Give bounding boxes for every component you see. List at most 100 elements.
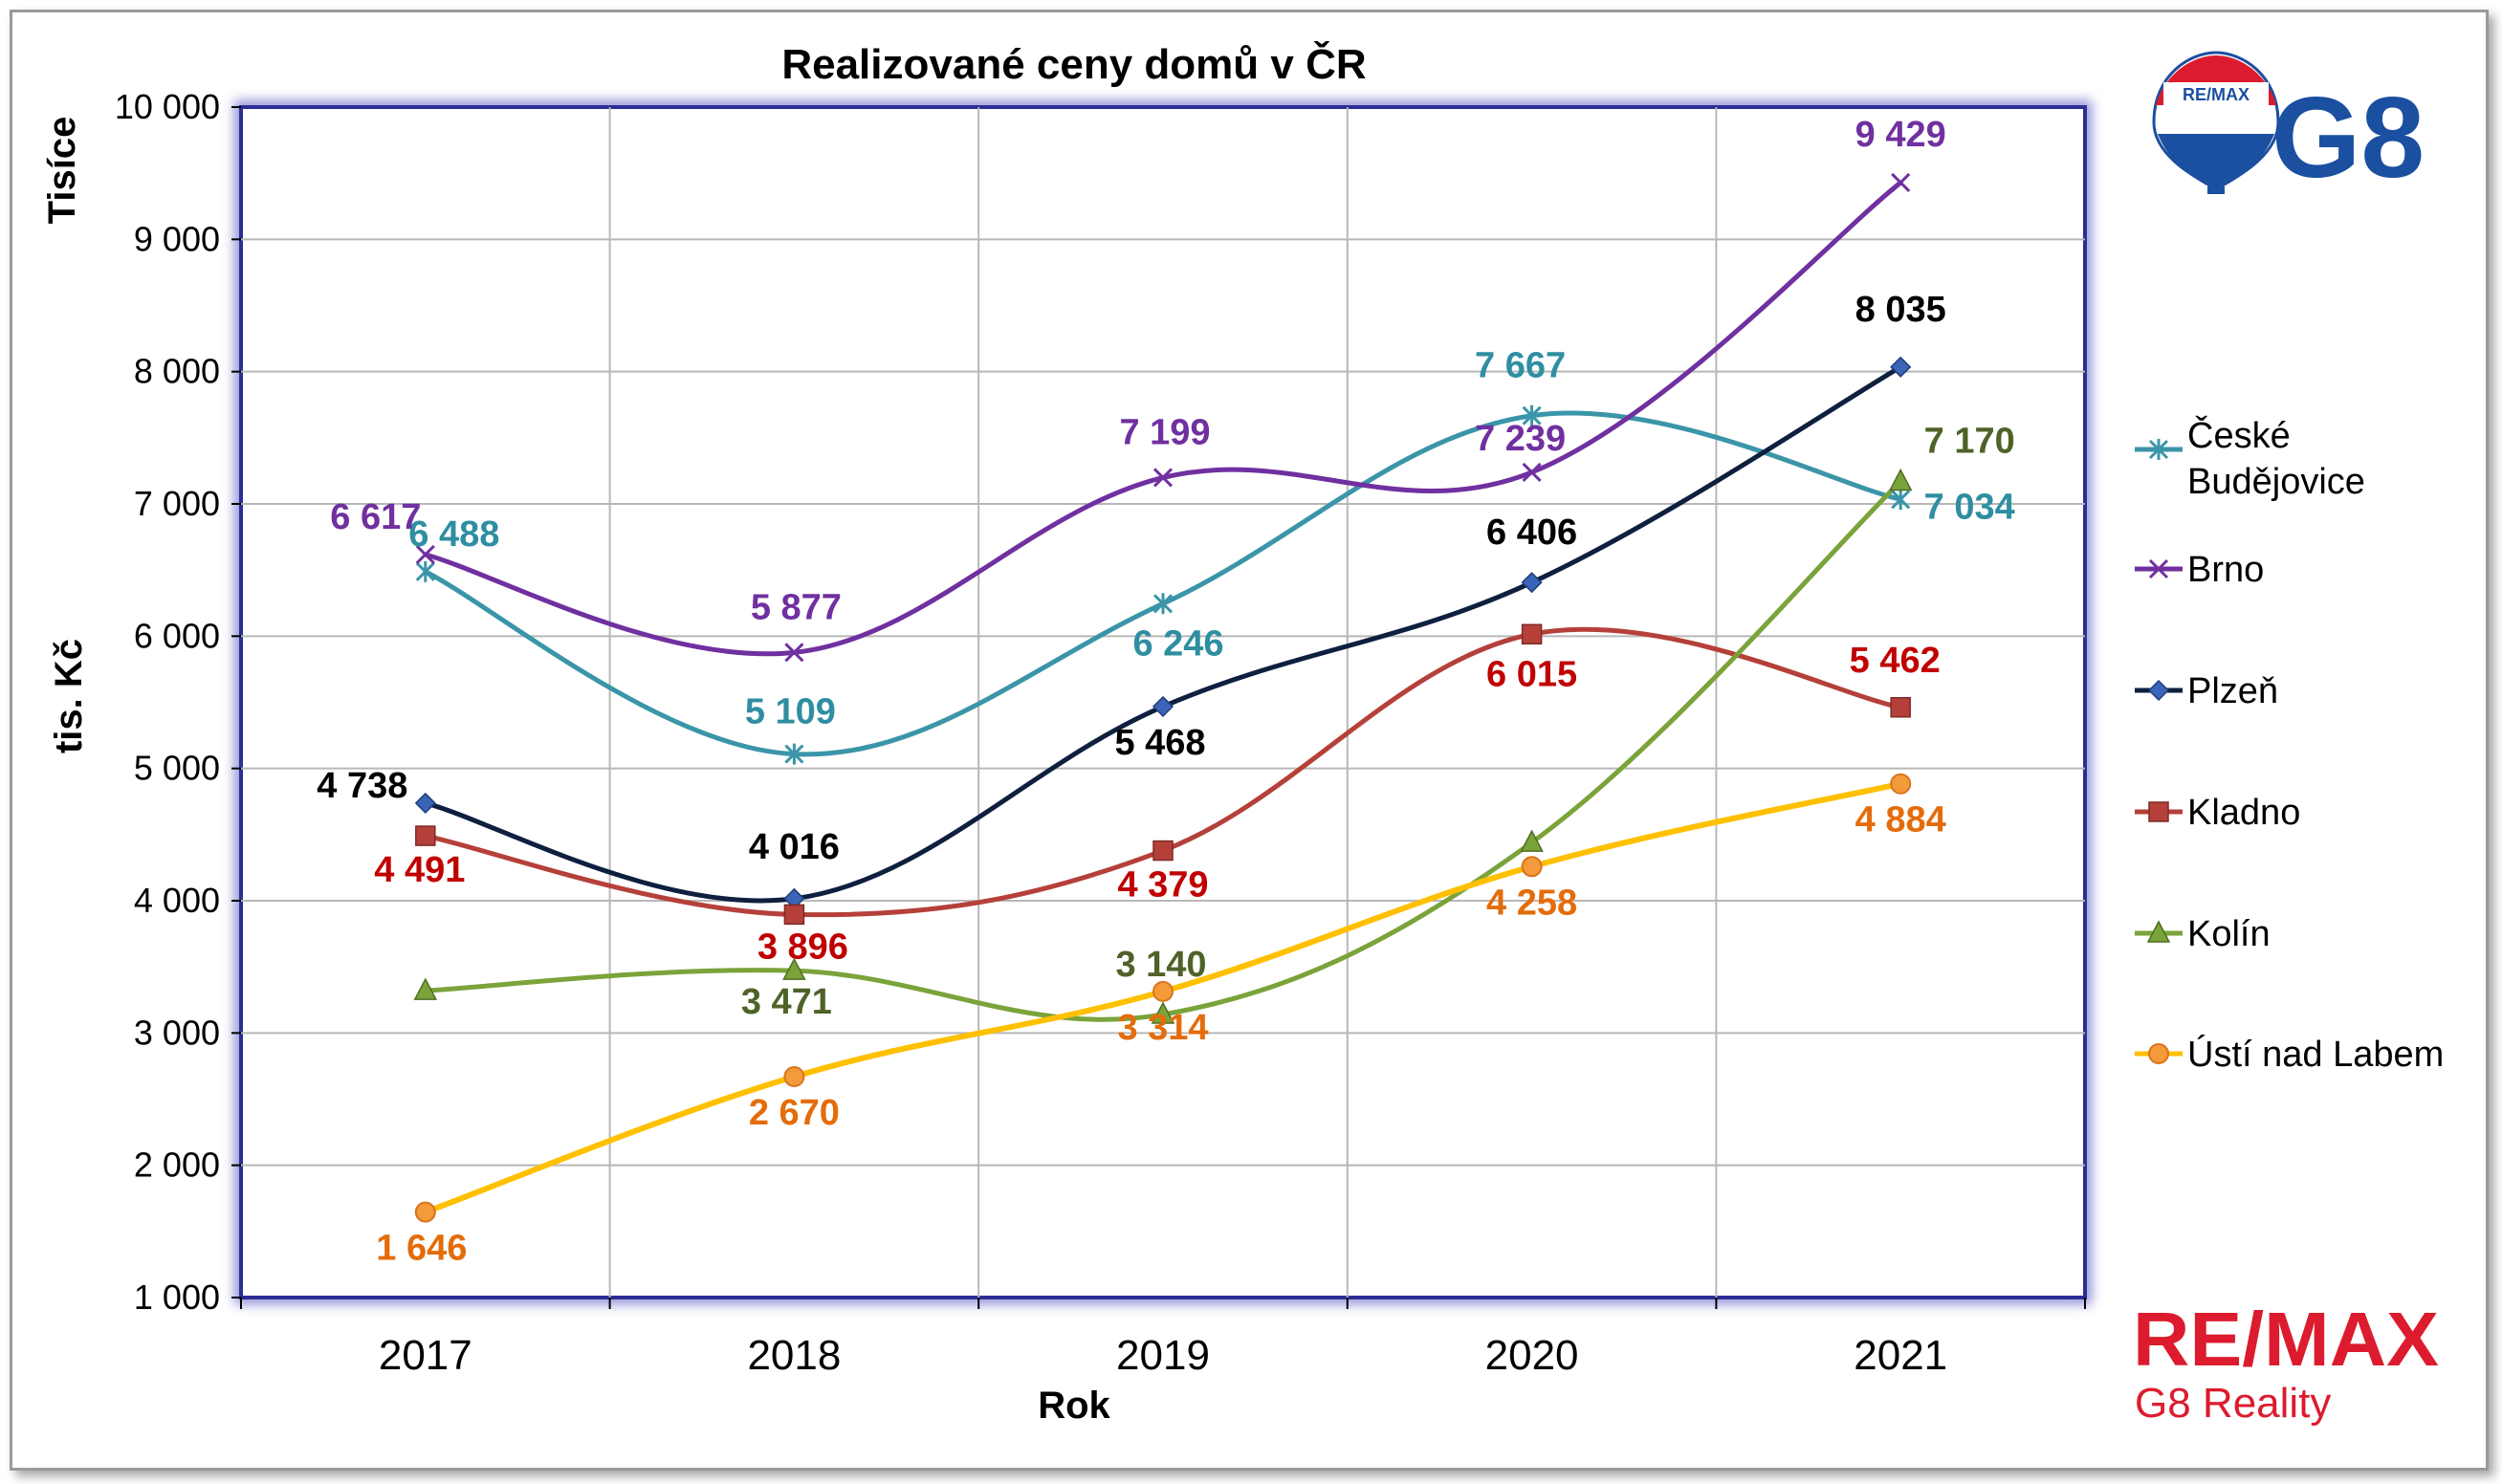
data-label: 5 877 [751, 587, 842, 627]
series-marker-5 [1152, 980, 1174, 1002]
data-label: 9 429 [1855, 115, 1946, 155]
x-tick-label: 2018 [747, 1332, 841, 1379]
legend-label: Plzeň [2187, 671, 2278, 711]
legend-item: Brno [2135, 550, 2264, 590]
series-marker-4 [782, 957, 806, 980]
series-marker-3 [783, 904, 805, 926]
y-tick-label: 6 000 [134, 616, 220, 655]
data-label: 4 016 [749, 827, 840, 867]
data-label: 6 488 [408, 514, 499, 555]
x-axis-title: Rok [1038, 1385, 1110, 1427]
data-label: 4 738 [317, 766, 407, 806]
series-marker-0 [784, 743, 804, 765]
series-marker-2 [1890, 356, 1912, 378]
x-tick-label: 2017 [379, 1332, 472, 1379]
legend-item: Plzeň [2135, 671, 2278, 711]
legend-label: České Budějovice [2187, 414, 2365, 502]
data-label: 3 314 [1117, 1008, 1208, 1048]
legend-marker [2146, 920, 2171, 943]
legend-label: Brno [2187, 550, 2264, 590]
series-marker-3 [1152, 840, 1174, 862]
series-marker-2 [414, 792, 436, 814]
y-tick-label: 5 000 [134, 749, 220, 788]
legend-marker [2148, 558, 2169, 579]
data-label: 3 140 [1115, 945, 1206, 985]
legend-item: Kolín [2135, 914, 2271, 954]
y-tick-label: 10 000 [115, 87, 220, 126]
legend-marker [2147, 679, 2170, 702]
remax-balloon-logo: RE/MAX [2152, 51, 2280, 194]
series-marker-5 [414, 1201, 436, 1223]
data-label: 3 471 [741, 982, 832, 1022]
series-marker-1 [415, 544, 435, 565]
y-tick-label: 2 000 [134, 1146, 220, 1185]
series-marker-3 [415, 825, 436, 846]
y-axis-title: tis. Kč [48, 639, 90, 753]
g8-logo-text: G8 [2272, 74, 2425, 202]
remax-logo-text: RE/MAX [2133, 1297, 2439, 1382]
series-marker-4 [1151, 1001, 1175, 1024]
series-marker-1 [1522, 462, 1542, 482]
y-tick-label: 3 000 [134, 1013, 220, 1052]
data-label: 7 199 [1119, 412, 1210, 452]
legend-label: Ústí nad Labem [2187, 1034, 2444, 1075]
legend-marker [2148, 801, 2169, 822]
data-label: 4 884 [1855, 800, 1946, 840]
data-label: 4 258 [1486, 883, 1577, 923]
series-marker-5 [1890, 773, 1912, 795]
g8-reality-text: G8 Reality [2135, 1380, 2331, 1427]
data-label: 4 491 [374, 850, 465, 890]
series-marker-1 [1891, 172, 1911, 193]
y-tick-label: 9 000 [134, 219, 220, 258]
legend: České Budějovice Brno Plzeň Kladno Kolín Ústí … [2135, 414, 2444, 1075]
legend-item: Kladno [2135, 793, 2300, 833]
data-label: 8 035 [1855, 290, 1946, 330]
series-marker-0 [415, 560, 435, 582]
data-label: 6 246 [1132, 623, 1223, 664]
data-label: 7 034 [1924, 487, 2015, 527]
data-label: 2 670 [749, 1093, 840, 1133]
data-labels: 6 488 5 109 6 246 7 667 7 034 6 617 5 877 7 199… [317, 115, 2014, 1269]
series-marker-4 [1888, 468, 1913, 491]
series-marker-1 [784, 643, 804, 663]
series-marker-4 [1520, 829, 1544, 852]
series-marker-0 [1522, 404, 1542, 426]
data-label: 4 379 [1117, 865, 1208, 906]
legend-marker [2148, 439, 2169, 460]
y-tick-label: 4 000 [134, 881, 220, 920]
series-marker-5 [1521, 856, 1543, 878]
data-label: 6 406 [1486, 513, 1577, 553]
x-tick-label: 2020 [1485, 1332, 1579, 1379]
data-label: 7 170 [1924, 421, 2015, 461]
series-marker-5 [783, 1065, 805, 1087]
y-tick-label: 8 000 [134, 352, 220, 391]
series-markers [413, 172, 1913, 1223]
y-tick-label: 7 000 [134, 484, 220, 523]
series-marker-1 [1152, 468, 1174, 488]
series-marker-3 [1521, 623, 1543, 645]
legend-item: Ústí nad Labem [2135, 1034, 2444, 1075]
data-label: 6 015 [1486, 654, 1577, 694]
series-marker-3 [1890, 697, 1911, 718]
data-label: 5 462 [1850, 641, 1941, 681]
y-axis-unit-label: Tisíce [41, 117, 83, 225]
series-marker-2 [1521, 572, 1543, 594]
data-label: 5 468 [1114, 723, 1205, 763]
data-label: 6 617 [330, 497, 421, 537]
x-tick-label: 2021 [1854, 1332, 1947, 1379]
y-axis: 1 000 2 000 3 000 4 000 5 000 6 000 7 000 8 000… [115, 87, 241, 1317]
legend-item: České Budějovice [2135, 414, 2365, 502]
legend-label: Kolín [2187, 914, 2271, 954]
x-tick-label: 2019 [1116, 1332, 1210, 1379]
chart-title: Realizované ceny domů v ČR [781, 39, 1366, 88]
data-label: 3 896 [757, 927, 848, 967]
series-marker-2 [1152, 695, 1174, 717]
series-line-4 [423, 478, 1903, 1022]
data-label: 5 109 [745, 692, 836, 732]
legend-label: Kladno [2187, 793, 2300, 833]
data-label: 7 667 [1475, 346, 1566, 386]
data-label: 1 646 [376, 1229, 467, 1269]
data-label: 7 239 [1475, 419, 1566, 459]
series-marker-4 [413, 977, 438, 1000]
y-tick-label: 1 000 [134, 1277, 220, 1317]
